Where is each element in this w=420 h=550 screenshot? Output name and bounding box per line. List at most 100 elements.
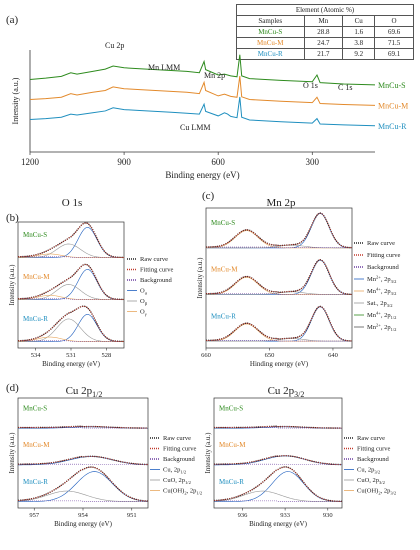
series-label: MnCu-R (378, 122, 407, 131)
legend-label: Raw curve (163, 435, 191, 442)
component-curve (206, 338, 353, 342)
fitting-curve (17, 222, 125, 258)
background-curve (214, 427, 342, 429)
cu2p32-chart: 936 933 930 Binding energy (eV) Intensity (a… (204, 385, 397, 528)
legend-label: Raw curve (357, 435, 385, 442)
x-axis-label: Binding energy (eV) (249, 520, 307, 528)
cu2p12-chart: 957 954 951 Binding energy (eV) Intensity (a… (8, 385, 203, 528)
peak-annotation: Cu 2p (105, 41, 124, 50)
legend-label: Background (357, 456, 390, 463)
legend-label: Mn4+​, 2p3/2​ (367, 287, 397, 297)
sample-label: MnCu-R (23, 478, 48, 486)
panel-b-label: (b) (6, 212, 19, 224)
legend-label: Cu(OH)2​, 2p3/2​ (357, 488, 397, 496)
sample-label: MnCu-M (219, 441, 246, 449)
y-axis-label: Intensity (a.u.) (8, 432, 16, 474)
legend-label: CuO, 2p3/2​ (357, 477, 386, 485)
table-row: MnCu-S 28.8 1.6 69.6 (236, 26, 414, 38)
panel-d-label: (d) (6, 382, 19, 394)
sample-label: MnCu-R (23, 315, 48, 323)
series-label: MnCu-M (378, 101, 408, 110)
legend-label: Fitting curve (163, 446, 197, 453)
peak-annotation: Mn 2p (204, 71, 225, 80)
y-axis-label: Intensity (a.u.) (196, 257, 204, 299)
series-line (29, 96, 376, 127)
composition-table: Element (Atomic %) Samples Mn Cu O MnCu-… (236, 4, 414, 60)
sample-label: MnCu-R (219, 478, 244, 486)
legend-label: Mn4+​, 2p1/2​ (367, 311, 397, 321)
x-tick-label: 954 (78, 512, 89, 519)
legend-label: Cu(OH)2​, 2p1/2​ (163, 488, 203, 496)
raw-curve (205, 305, 353, 342)
component-curve (205, 277, 352, 295)
component-curve (17, 456, 149, 466)
legend-label: Sat., 2p3/2​ (367, 300, 393, 308)
raw-curve (205, 259, 353, 296)
chart-title: O 1s (62, 197, 82, 209)
legend-label: Raw curve (140, 256, 168, 263)
y-axis-label: Intensity (a.u.) (11, 77, 20, 124)
sample-label: MnCu-M (23, 273, 50, 281)
background-curve (206, 246, 352, 248)
legend-label: Mn2+​, 2p1/2​ (367, 323, 397, 333)
x-tick-label: 1200 (21, 157, 40, 167)
fitting-curve (205, 212, 353, 248)
background-curve (18, 500, 148, 502)
x-axis-label: Binding energy (eV) (54, 520, 112, 528)
component-curve (206, 291, 353, 295)
legend-label: Raw curve (367, 240, 395, 247)
x-tick-label: 300 (306, 157, 320, 167)
fitting-curve (213, 466, 343, 502)
y-axis-label: Intensity (a.u.) (204, 432, 212, 474)
sample-label: MnCu-S (219, 405, 243, 413)
legend-label: Oα​ (140, 288, 148, 296)
legend-label: Background (163, 456, 196, 463)
panel-c-label: (c) (202, 190, 215, 202)
x-tick-label: 951 (127, 512, 137, 519)
legend-label: Fitting curve (357, 446, 391, 453)
chart-title: Cu 2p3/2 (268, 385, 305, 399)
x-tick-label: 660 (201, 352, 211, 359)
legend-label: Cu, 2p1/2​ (163, 467, 187, 475)
background-curve (18, 256, 124, 258)
background-curve (18, 463, 148, 466)
table-row: MnCu-R 21.7 9.2 69.1 (236, 48, 414, 60)
y-axis-label: Intensity (a.u.) (8, 264, 16, 306)
peak-annotation: Mn LMM (148, 63, 180, 72)
fitting-curve (205, 259, 353, 295)
fitting-curve (17, 305, 125, 342)
x-tick-label: 900 (117, 157, 131, 167)
legend-label: Fitting curve (140, 267, 174, 274)
fitting-curve (213, 455, 343, 465)
x-tick-label: 936 (238, 512, 249, 519)
plot-frame (17, 397, 149, 509)
component-curve (205, 230, 352, 249)
series-line (29, 76, 376, 106)
background-curve (214, 500, 342, 502)
legend-label: Background (140, 277, 173, 284)
component-curve (213, 490, 343, 502)
fitting-curve (213, 425, 343, 429)
fitting-curve (205, 306, 353, 342)
background-curve (214, 463, 342, 466)
table-cell: 21.7 (303, 48, 344, 60)
mn2p-chart: 660 650 640 Hinding energy (eV) Intensity (a… (196, 197, 401, 368)
legend-label: CuO, 2p1/2​ (163, 477, 192, 485)
series-label: MnCu-S (378, 81, 406, 90)
x-tick-label: 930 (323, 512, 333, 519)
component-curve (206, 244, 353, 249)
sample-label: MnCu-M (211, 266, 238, 274)
chart-title: Cu 2p1/2 (66, 385, 103, 399)
legend-label: Oγ​ (140, 309, 147, 317)
fitting-curve (17, 455, 149, 465)
peak-annotation: Cu LMM (180, 123, 210, 132)
component-curve (205, 323, 352, 342)
panel-a-label: (a) (6, 14, 19, 26)
plot-frame (213, 397, 343, 509)
x-tick-label: 933 (280, 512, 290, 519)
component-curve (213, 471, 343, 502)
legend-label: Oβ​ (140, 298, 148, 306)
raw-curve (205, 212, 353, 249)
